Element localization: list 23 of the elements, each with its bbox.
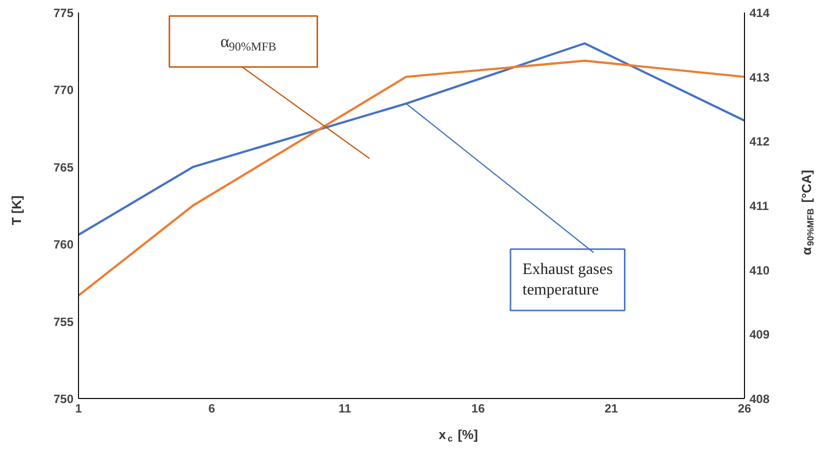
- x-tick-label: 16: [471, 402, 486, 416]
- annotation: Exhaust gases temperature: [522, 261, 613, 298]
- y2-tick-label: 411: [750, 199, 770, 213]
- y2-tick-label: 410: [750, 263, 770, 278]
- x-tick-label: 6: [208, 402, 216, 416]
- x-tick-label: 21: [604, 402, 618, 416]
- y-tick-label: 750: [53, 392, 74, 406]
- y-tick-label: 765: [53, 160, 74, 174]
- y2-tick-label: 408: [750, 392, 770, 406]
- line-series: [78, 60, 744, 297]
- y-tick-label: 760: [53, 238, 74, 252]
- y2-tick-label: 412: [750, 134, 770, 149]
- y2-tick-label: 413: [750, 70, 770, 84]
- y-axis-title: T [K]: [9, 196, 24, 226]
- y-tick-label: 755: [53, 314, 74, 329]
- y-tick-label: 775: [53, 6, 74, 20]
- x-tick-label: 1: [75, 402, 82, 416]
- y2-tick-label: 414: [750, 6, 770, 20]
- y2-axis-title: α90%MFB [°CA]: [799, 170, 816, 256]
- y2-tick-label: 409: [750, 328, 770, 342]
- x-tick-label: 11: [338, 402, 352, 416]
- x-tick-label: 26: [738, 402, 752, 416]
- y-tick-label: 770: [53, 83, 74, 98]
